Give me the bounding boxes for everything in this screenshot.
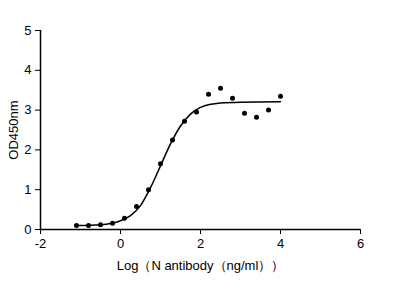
svg-text:4: 4 <box>24 62 31 77</box>
svg-text:2: 2 <box>24 142 31 157</box>
svg-text:2: 2 <box>197 236 204 251</box>
svg-text:0: 0 <box>117 236 124 251</box>
svg-text:OD450nm: OD450nm <box>6 100 21 159</box>
svg-text:Log（N antibody（ng/ml））: Log（N antibody（ng/ml）） <box>117 258 285 273</box>
svg-text:1: 1 <box>24 182 31 197</box>
svg-text:6: 6 <box>357 236 364 251</box>
svg-text:-2: -2 <box>35 236 47 251</box>
svg-text:3: 3 <box>24 102 31 117</box>
svg-text:5: 5 <box>24 23 31 38</box>
svg-text:0: 0 <box>24 222 31 237</box>
svg-text:4: 4 <box>277 236 284 251</box>
